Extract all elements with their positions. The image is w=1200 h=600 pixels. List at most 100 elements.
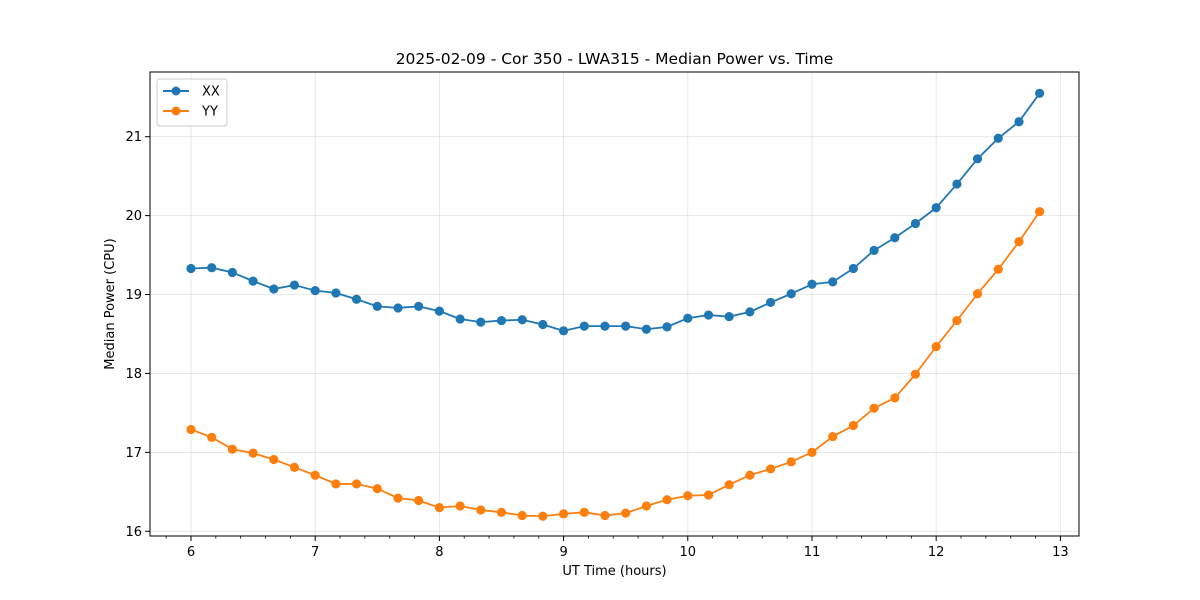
data-point-xx xyxy=(600,321,610,331)
data-point-xx xyxy=(538,319,548,330)
data-point-xx xyxy=(517,315,527,325)
y-tick-label: 16 xyxy=(125,525,142,540)
x-tick-label: 13 xyxy=(1052,545,1069,560)
data-point-yy xyxy=(186,424,196,435)
data-point-xx xyxy=(269,284,279,294)
grid-lines xyxy=(150,72,1079,536)
data-point-yy xyxy=(496,507,507,517)
data-point-xx xyxy=(434,306,444,316)
data-point-yy xyxy=(289,462,300,472)
data-point-xx xyxy=(931,203,941,213)
data-point-yy xyxy=(786,457,796,467)
data-point-yy xyxy=(993,264,1003,274)
data-point-yy xyxy=(393,493,403,503)
data-point-yy xyxy=(579,507,589,517)
data-point-xx xyxy=(745,307,755,317)
data-point-yy xyxy=(558,509,569,519)
data-point-xx xyxy=(952,179,962,189)
legend-label-yy: YY xyxy=(201,105,218,120)
data-point-xx xyxy=(910,218,921,229)
data-point-xx xyxy=(703,310,714,320)
data-point-yy xyxy=(828,431,838,442)
data-point-xx xyxy=(331,288,341,298)
data-point-yy xyxy=(600,510,610,521)
data-point-yy xyxy=(724,480,734,490)
data-point-yy xyxy=(517,510,527,521)
data-point-yy xyxy=(890,393,900,403)
plot-frame xyxy=(149,71,1080,537)
data-point-xx xyxy=(828,277,838,287)
data-point-xx xyxy=(993,133,1003,143)
data-point-xx xyxy=(683,313,693,323)
data-point-yy xyxy=(641,501,652,511)
x-tick-label: 7 xyxy=(311,545,319,560)
y-axis-label: Median Power (CPU) xyxy=(103,238,118,369)
data-point-yy xyxy=(662,495,672,505)
x-tick-label: 10 xyxy=(680,545,697,560)
data-point-xx xyxy=(476,317,486,327)
data-point-yy xyxy=(972,289,983,299)
legend-marker-yy xyxy=(171,106,181,116)
x-tick-label: 11 xyxy=(804,545,821,560)
data-point-yy xyxy=(1035,207,1045,217)
data-point-xx xyxy=(890,233,900,243)
data-point-xx xyxy=(310,285,320,296)
data-point-xx xyxy=(248,276,258,286)
data-point-xx xyxy=(351,294,362,304)
data-point-yy xyxy=(910,369,921,379)
legend: XX YY xyxy=(156,78,228,127)
data-point-xx xyxy=(1014,117,1024,127)
data-point-yy xyxy=(538,511,548,521)
x-axis-label: UT Time (hours) xyxy=(562,564,666,579)
data-point-xx xyxy=(848,263,858,274)
data-point-xx xyxy=(207,263,217,273)
data-point-xx xyxy=(766,297,776,308)
data-point-xx xyxy=(558,326,569,336)
series-line-yy xyxy=(190,211,1041,518)
data-point-xx xyxy=(621,321,631,331)
data-point-xx xyxy=(724,312,734,322)
data-point-xx xyxy=(786,289,796,299)
data-point-yy xyxy=(455,501,465,511)
data-point-yy xyxy=(952,315,962,326)
x-axis-ticks: 6 7 8 9 10 11 12 13 xyxy=(165,536,1069,560)
data-point-xx xyxy=(641,324,652,334)
data-point-yy xyxy=(331,479,341,489)
data-point-yy xyxy=(807,447,817,457)
data-point-yy xyxy=(414,495,424,506)
series-layer xyxy=(186,88,1045,521)
data-point-yy xyxy=(683,491,693,501)
data-point-yy xyxy=(869,403,879,413)
x-tick-label: 8 xyxy=(435,545,443,560)
data-point-yy xyxy=(248,448,258,458)
data-point-xx xyxy=(414,301,424,311)
series-line-xx xyxy=(190,92,1041,332)
y-tick-label: 21 xyxy=(125,130,142,145)
data-point-xx xyxy=(289,280,300,290)
data-point-xx xyxy=(972,154,983,164)
y-tick-label: 18 xyxy=(125,367,142,382)
data-point-xx xyxy=(662,322,672,332)
data-point-yy xyxy=(207,432,217,442)
data-point-yy xyxy=(434,502,444,513)
x-tick-label: 6 xyxy=(187,545,195,560)
y-tick-label: 19 xyxy=(125,288,142,303)
data-point-yy xyxy=(351,479,362,489)
data-point-xx xyxy=(807,279,817,289)
data-point-xx xyxy=(1035,88,1045,98)
data-point-xx xyxy=(455,314,465,324)
data-point-xx xyxy=(227,267,237,278)
legend-marker-xx xyxy=(171,86,181,96)
data-point-yy xyxy=(310,470,320,480)
data-point-yy xyxy=(931,342,941,352)
chart-title: 2025-02-09 - Cor 350 - LWA315 - Median P… xyxy=(396,50,834,68)
data-point-yy xyxy=(703,490,714,500)
x-tick-label: 9 xyxy=(559,545,567,560)
legend-label-xx: XX xyxy=(202,85,220,100)
data-point-xx xyxy=(869,245,879,255)
data-point-yy xyxy=(1014,237,1024,247)
data-point-yy xyxy=(476,505,486,515)
data-point-yy xyxy=(848,420,858,431)
data-point-yy xyxy=(227,444,237,454)
